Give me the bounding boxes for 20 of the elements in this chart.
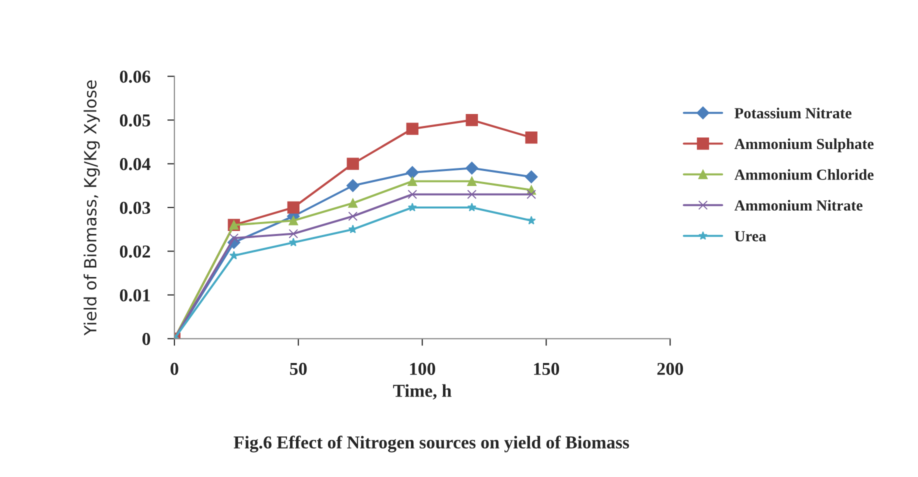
legend-label: Ammonium Sulphate — [734, 138, 874, 152]
x-tick-label: 100 — [410, 362, 436, 375]
legend-label: Ammonium Chloride — [734, 169, 874, 180]
y-tick-label: 0.02 — [120, 245, 150, 258]
x-tick-label: 200 — [657, 362, 683, 375]
y-tick-label: 0 — [142, 332, 150, 346]
x-axis-title: Time, h — [393, 384, 452, 400]
y-tick-label: 0.06 — [120, 70, 150, 83]
x-tick-label: 150 — [534, 362, 560, 375]
y-axis-title: Yield of Biomass, Kg/Kg Xylose — [84, 80, 100, 336]
y-tick-label: 0.03 — [120, 202, 150, 214]
x-tick-label: 0 — [170, 362, 178, 375]
legend-label: Urea — [734, 231, 766, 242]
legend-label: Ammonium Nitrate — [734, 200, 862, 211]
text: Fig.6 Effect of Nitrogen sources on yield of Biomass — [234, 436, 630, 452]
legend-label: Potassium Nitrate — [734, 108, 852, 118]
y-tick-label: 0.05 — [120, 114, 150, 127]
x-tick-label: 50 — [290, 362, 307, 375]
y-tick-label: 0.04 — [120, 158, 150, 170]
y-tick-label: 0.01 — [120, 289, 150, 302]
